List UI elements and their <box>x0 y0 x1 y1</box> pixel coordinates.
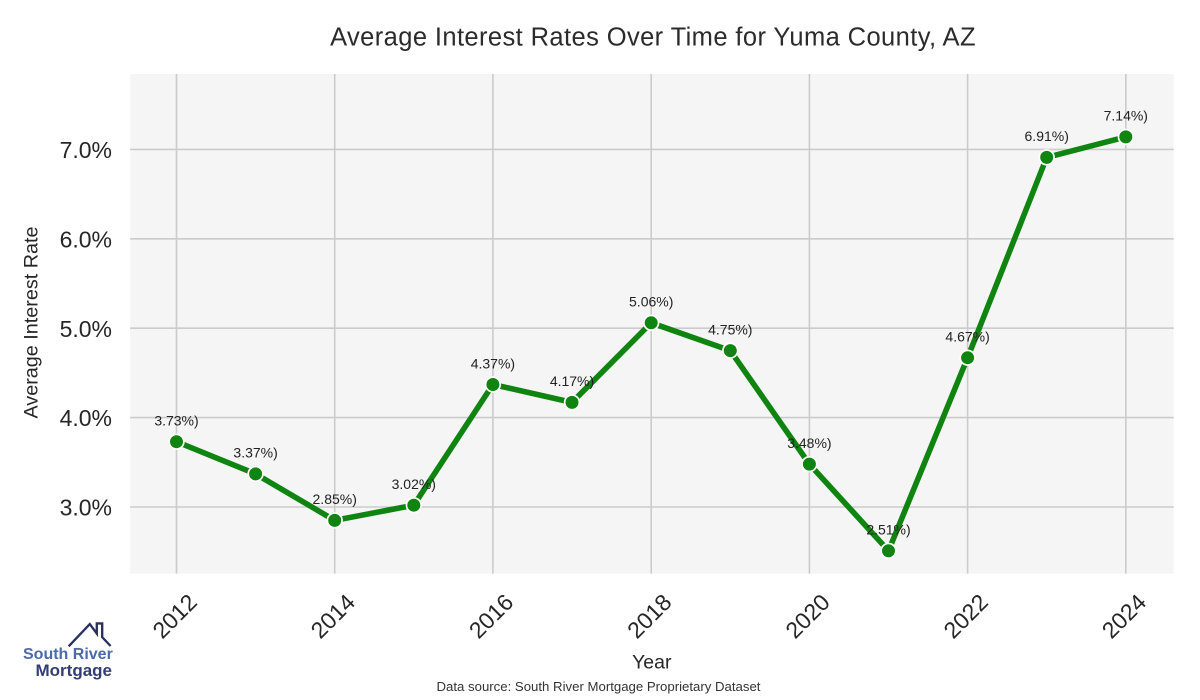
svg-text:Mortgage: Mortgage <box>36 661 113 680</box>
svg-text:4.75%): 4.75%) <box>708 321 752 337</box>
svg-text:5.0%: 5.0% <box>60 316 112 342</box>
svg-text:2012: 2012 <box>147 589 202 644</box>
svg-text:3.0%: 3.0% <box>60 495 112 521</box>
svg-text:3.48%): 3.48%) <box>787 435 831 451</box>
svg-text:7.14%): 7.14%) <box>1104 108 1148 124</box>
svg-text:7.0%: 7.0% <box>60 137 112 163</box>
svg-text:2.85%): 2.85%) <box>313 491 357 507</box>
svg-text:2014: 2014 <box>306 589 361 644</box>
svg-text:2018: 2018 <box>622 589 677 644</box>
svg-text:Average Interest Rates Over Ti: Average Interest Rates Over Time for Yum… <box>330 24 976 52</box>
svg-text:South River: South River <box>23 646 113 663</box>
svg-text:2.51%): 2.51%) <box>866 522 910 538</box>
svg-text:4.0%: 4.0% <box>60 405 112 431</box>
svg-text:6.91%): 6.91%) <box>1025 128 1069 144</box>
svg-text:2016: 2016 <box>464 589 519 644</box>
svg-text:3.73%): 3.73%) <box>154 413 198 429</box>
svg-text:6.0%: 6.0% <box>60 226 112 252</box>
svg-text:2024: 2024 <box>1097 589 1152 644</box>
svg-text:2020: 2020 <box>780 589 835 644</box>
svg-text:Year: Year <box>632 652 672 674</box>
svg-text:4.37%): 4.37%) <box>471 355 515 371</box>
svg-text:4.17%): 4.17%) <box>550 373 594 389</box>
svg-text:Data source: South River Mortg: Data source: South River Mortgage Propri… <box>437 679 761 694</box>
svg-text:5.06%): 5.06%) <box>629 294 673 310</box>
svg-text:3.02%): 3.02%) <box>392 476 436 492</box>
svg-text:3.37%): 3.37%) <box>233 445 277 461</box>
svg-text:Average Interest Rate: Average Interest Rate <box>21 226 43 418</box>
svg-text:2022: 2022 <box>938 589 993 644</box>
svg-text:4.67%): 4.67%) <box>945 329 989 345</box>
